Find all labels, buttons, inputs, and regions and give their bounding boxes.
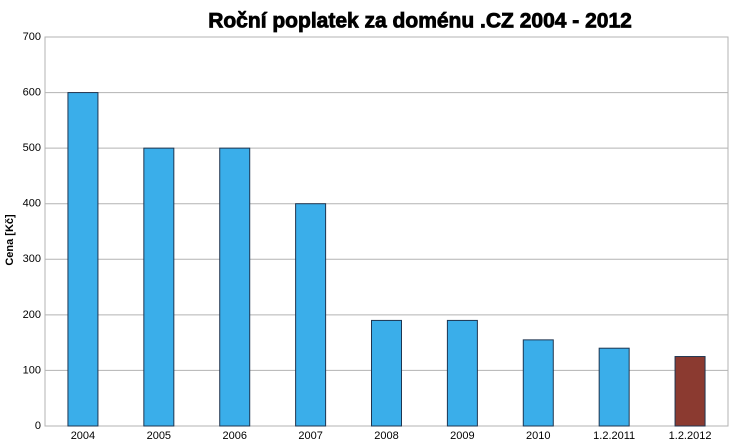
x-tick-label: 2006 bbox=[222, 430, 246, 442]
bar bbox=[295, 203, 327, 427]
bar bbox=[674, 356, 706, 427]
chart-title: Roční poplatek za doménu .CZ 2004 - 2012 bbox=[208, 10, 632, 33]
y-tick-label: 600 bbox=[23, 86, 41, 98]
bar bbox=[522, 339, 554, 427]
x-tick-label: 2004 bbox=[71, 430, 95, 442]
y-tick-label: 400 bbox=[23, 198, 41, 210]
y-axis-label: Cena [Kč] bbox=[4, 214, 16, 266]
x-tick-label: 2010 bbox=[526, 430, 550, 442]
x-tick-label: 2008 bbox=[374, 430, 398, 442]
bar bbox=[219, 147, 251, 427]
y-tick-label: 100 bbox=[23, 364, 41, 376]
y-tick-label: 200 bbox=[23, 309, 41, 321]
y-tick-label: 700 bbox=[23, 31, 41, 43]
x-tick-label: 2009 bbox=[450, 430, 474, 442]
y-tick-label: 0 bbox=[35, 420, 41, 432]
x-tick-label: 1.2.2012 bbox=[669, 430, 712, 442]
x-tick-label: 2005 bbox=[147, 430, 171, 442]
bar bbox=[371, 319, 402, 427]
bar bbox=[598, 347, 630, 427]
y-tick-label: 500 bbox=[23, 142, 41, 154]
x-tick-label: 1.2.2011 bbox=[593, 430, 635, 442]
y-tick-label: 300 bbox=[23, 253, 41, 265]
x-tick-label: 2007 bbox=[298, 430, 322, 442]
bar bbox=[446, 319, 478, 427]
bar bbox=[67, 92, 99, 427]
bar bbox=[143, 147, 175, 427]
